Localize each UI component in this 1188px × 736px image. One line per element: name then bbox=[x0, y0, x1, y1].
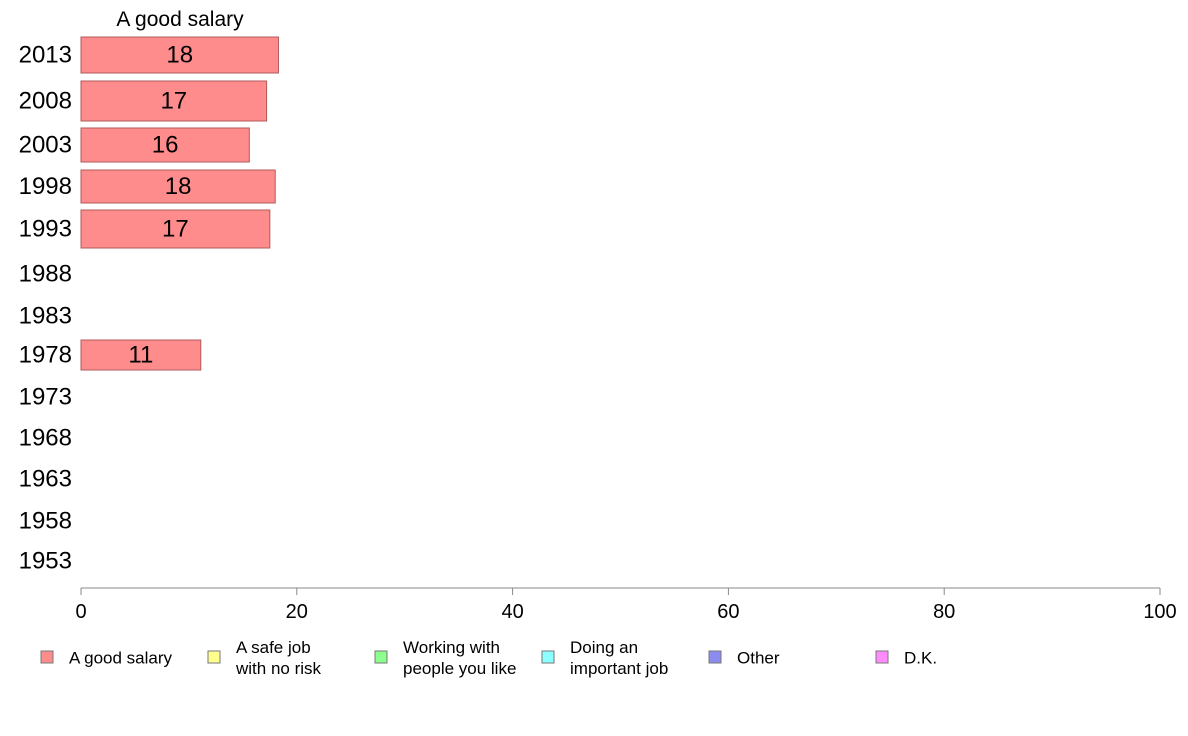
bar bbox=[80, 209, 271, 249]
bar bbox=[80, 127, 250, 163]
legend-label: Working with bbox=[403, 638, 500, 657]
x-tick-label: 100 bbox=[1143, 601, 1176, 623]
bar bbox=[80, 339, 202, 371]
year-label: 2008 bbox=[19, 88, 72, 115]
legend-label: Doing an bbox=[570, 638, 638, 657]
year-label: 1958 bbox=[19, 508, 72, 535]
legend-item: A safe job with no risk bbox=[207, 638, 322, 678]
bar-value-label: 16 bbox=[152, 132, 179, 159]
legend-swatch bbox=[541, 650, 555, 664]
legend-label: people you like bbox=[403, 659, 516, 678]
x-tick-label: 20 bbox=[286, 601, 308, 623]
legend-item: A good salary bbox=[40, 649, 173, 668]
bar-value-label: 18 bbox=[165, 173, 192, 200]
x-axis: 0 20 40 60 80 100 bbox=[75, 587, 1177, 623]
year-label: 2013 bbox=[19, 42, 72, 69]
legend: A good salary A safe job with no risk Worki… bbox=[40, 638, 937, 678]
year-label: 1963 bbox=[19, 466, 72, 493]
legend-swatch bbox=[374, 650, 388, 664]
bar-value-label: 18 bbox=[166, 42, 193, 69]
year-label: 1973 bbox=[19, 384, 72, 411]
legend-item: Other bbox=[708, 649, 780, 668]
bar-value-label: 11 bbox=[128, 342, 153, 369]
legend-label: D.K. bbox=[904, 649, 937, 668]
legend-label: Other bbox=[737, 649, 780, 668]
x-tick-label: 60 bbox=[717, 601, 739, 623]
panel-title: A good salary bbox=[116, 8, 244, 31]
year-label: 1998 bbox=[19, 173, 72, 200]
year-label: 1983 bbox=[19, 303, 72, 330]
legend-swatch bbox=[708, 650, 722, 664]
legend-swatch bbox=[875, 650, 889, 664]
x-tick-label: 80 bbox=[933, 601, 955, 623]
x-tick-label: 40 bbox=[501, 601, 523, 623]
year-label: 1993 bbox=[19, 216, 72, 243]
bar-rows: 2013 18 2008 17 2003 16 1998 18 1993 17 1988 1983 19… bbox=[19, 36, 279, 575]
year-label: 1953 bbox=[19, 548, 72, 575]
legend-label: with no risk bbox=[235, 659, 322, 678]
legend-swatch bbox=[207, 650, 221, 664]
bar bbox=[80, 36, 279, 74]
legend-label: A good salary bbox=[69, 649, 173, 668]
x-tick-label: 0 bbox=[75, 601, 86, 623]
year-label: 2003 bbox=[19, 132, 72, 159]
legend-swatch bbox=[40, 650, 54, 664]
bar bbox=[80, 80, 268, 122]
legend-item: Doing an important job bbox=[541, 638, 668, 678]
bar-value-label: 17 bbox=[162, 216, 189, 243]
legend-label: A safe job bbox=[236, 638, 311, 657]
legend-label: important job bbox=[570, 659, 668, 678]
bar bbox=[80, 169, 276, 204]
legend-item: Working with people you like bbox=[374, 638, 516, 678]
legend-item: D.K. bbox=[875, 649, 937, 668]
year-label: 1968 bbox=[19, 425, 72, 452]
bar-value-label: 17 bbox=[160, 88, 187, 115]
year-label: 1978 bbox=[19, 342, 72, 369]
year-label: 1988 bbox=[19, 261, 72, 288]
